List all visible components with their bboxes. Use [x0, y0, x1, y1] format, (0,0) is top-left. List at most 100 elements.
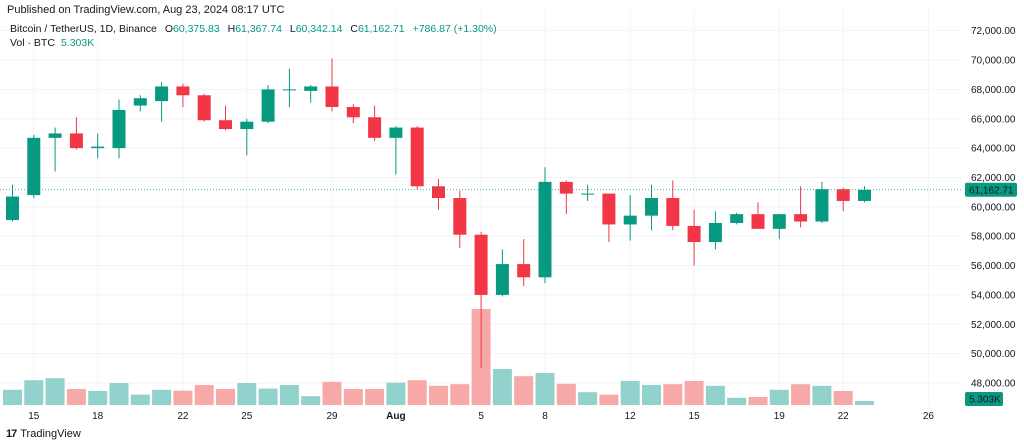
x-tick-label: 26 — [923, 411, 935, 422]
candle-body — [453, 198, 467, 235]
candle-body — [730, 214, 744, 223]
volume-bar — [237, 383, 257, 405]
candle-body — [304, 86, 318, 91]
volume-bar — [642, 385, 661, 405]
x-tick-label: 12 — [625, 411, 637, 422]
volume-bar — [365, 389, 385, 405]
tradingview-footer[interactable]: 17 TradingView — [6, 428, 81, 440]
volume-bar — [514, 376, 534, 405]
y-tick-label: 64,000.00 — [971, 144, 1016, 155]
x-tick-label: 5 — [478, 411, 484, 422]
x-tick-label: 18 — [92, 411, 104, 422]
volume-bar — [599, 394, 619, 405]
last-price-label: 61,162.71 — [969, 185, 1014, 196]
candle-body — [155, 86, 169, 102]
candle-body — [91, 146, 105, 149]
candle-body — [432, 186, 445, 199]
volume-bar — [301, 396, 321, 405]
candle-body — [602, 193, 616, 225]
volume-bar — [492, 369, 512, 405]
open-label: O — [164, 23, 173, 35]
y-tick-label: 66,000.00 — [971, 114, 1016, 125]
candle-body — [559, 181, 573, 194]
volume-bar — [258, 388, 278, 405]
candle-body — [261, 89, 275, 122]
candle-body — [538, 181, 552, 278]
volume-bar — [130, 394, 150, 405]
volume-bar — [684, 381, 704, 405]
volume-bar — [3, 389, 22, 405]
volume-bar — [173, 390, 193, 405]
volume-bar — [450, 384, 470, 405]
volume-bar — [279, 385, 299, 405]
x-tick-label: 25 — [241, 411, 253, 422]
candle-body — [687, 225, 701, 243]
x-tick-label: Aug — [386, 411, 405, 422]
candle-body — [133, 98, 147, 106]
volume-label[interactable]: Vol · BTC — [10, 37, 55, 49]
candle-body — [815, 189, 829, 222]
candle-body — [623, 215, 637, 225]
candle-body — [858, 189, 871, 201]
volume-bar — [45, 378, 65, 405]
y-tick-label: 58,000.00 — [971, 232, 1016, 243]
candle-body — [666, 198, 680, 226]
y-tick-label: 60,000.00 — [971, 202, 1016, 213]
candlesticks — [6, 58, 871, 369]
close-label: C — [350, 23, 358, 35]
volume-bar — [556, 383, 576, 405]
low-value: 60,342.14 — [295, 23, 343, 35]
candle-body — [6, 196, 19, 221]
x-tick-label: 8 — [542, 411, 548, 422]
x-tick-label: 19 — [774, 411, 786, 422]
volume-bar — [407, 380, 427, 405]
brand-name: TradingView — [20, 428, 81, 440]
tradingview-logo-icon: 17 — [6, 428, 17, 440]
ohlc-legend: Bitcoin / TetherUS, 1D, Binance O60,375.… — [10, 23, 497, 35]
candle-body — [69, 133, 83, 149]
candle-body — [219, 120, 232, 130]
y-tick-label: 52,000.00 — [971, 320, 1016, 331]
volume-bar — [109, 383, 129, 405]
volume-bar — [152, 389, 172, 405]
volume-badge-label: 5.303K — [969, 395, 1001, 406]
y-tick-label: 62,000.00 — [971, 173, 1016, 184]
symbol-title[interactable]: Bitcoin / TetherUS, 1D, Binance — [10, 23, 157, 35]
volume-bar — [620, 381, 640, 405]
price-axis: 48,000.00 50,000.00 52,000.00 54,000.00 56,0… — [971, 26, 1016, 389]
x-tick-label: 22 — [177, 411, 189, 422]
volume-bar — [705, 385, 725, 405]
candle-body — [794, 214, 808, 222]
candle-body — [410, 127, 424, 187]
time-axis: 15 18 22 25 29 Aug 5 8 12 15 19 22 26 — [28, 411, 934, 422]
volume-bar — [535, 373, 555, 405]
candle-body — [368, 117, 382, 138]
candle-body — [772, 214, 786, 229]
candle-body — [240, 121, 254, 130]
volume-bar — [727, 397, 747, 405]
candle-body — [325, 86, 339, 108]
candle-body — [474, 234, 488, 295]
y-tick-label: 54,000.00 — [971, 290, 1016, 301]
last-price-badge: 61,162.71 — [965, 182, 1017, 197]
volume-bar — [216, 389, 235, 405]
candle-body — [27, 137, 41, 196]
x-tick-label: 29 — [326, 411, 338, 422]
volume-bar — [343, 389, 363, 405]
x-tick-label: 15 — [689, 411, 701, 422]
y-tick-label: 56,000.00 — [971, 261, 1016, 272]
candle-body — [495, 264, 509, 295]
high-value: 61,367.74 — [235, 23, 282, 35]
y-tick-label: 48,000.00 — [971, 378, 1016, 389]
candle-body — [346, 107, 360, 118]
volume-badge: 5.303K — [965, 392, 1003, 406]
x-tick-label: 15 — [28, 411, 40, 422]
y-tick-label: 68,000.00 — [971, 85, 1016, 96]
volume-bar — [194, 385, 214, 405]
candle-body — [197, 95, 211, 121]
high-label: H — [227, 23, 236, 35]
y-tick-label: 50,000.00 — [971, 349, 1016, 360]
candle-body — [751, 214, 765, 229]
published-note: Published on TradingView.com, Aug 23, 20… — [7, 4, 285, 16]
